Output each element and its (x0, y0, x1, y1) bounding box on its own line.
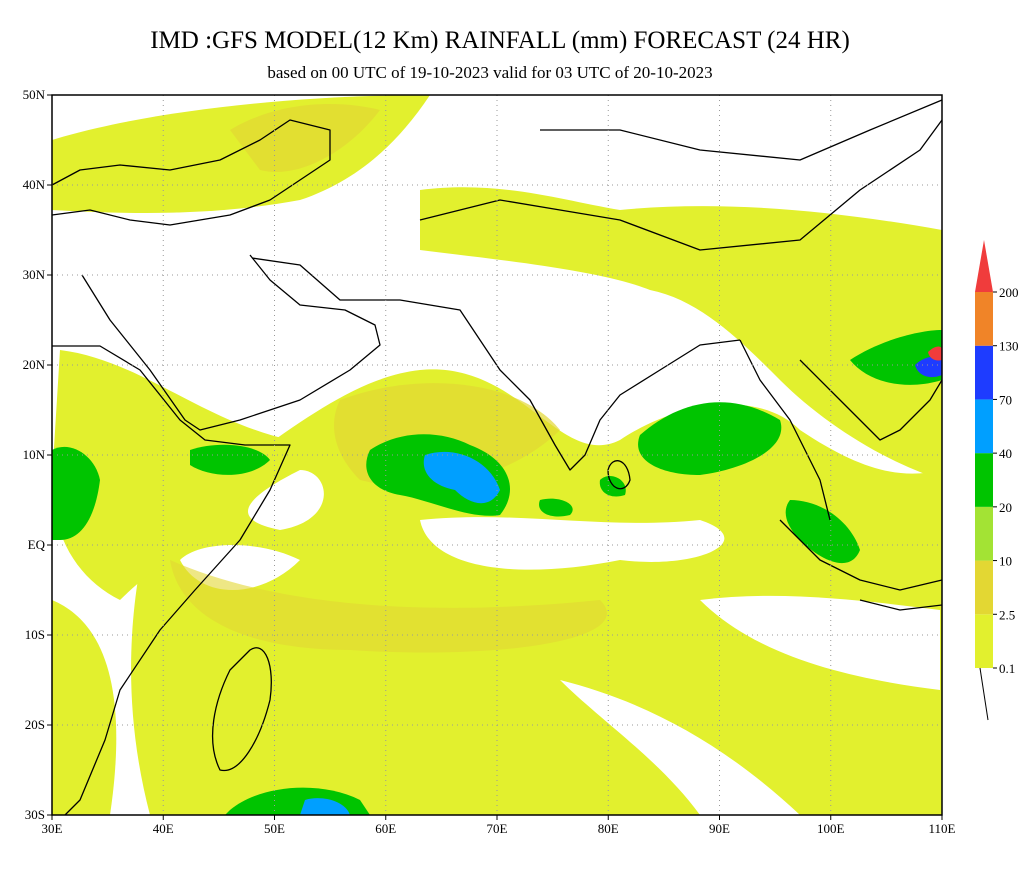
lon-label: 50E (264, 821, 285, 836)
map-title: IMD :GFS MODEL(12 Km) RAINFALL (mm) FORE… (150, 27, 850, 54)
legend-pointer (979, 667, 989, 721)
lat-label: 10N (23, 447, 46, 462)
lat-label: EQ (28, 537, 46, 552)
legend: 0.1 2.5 10 20 40 70 130 200 (975, 240, 1019, 676)
legend-band (975, 453, 993, 507)
lon-label: 70E (487, 821, 508, 836)
lat-label: 30N (23, 267, 46, 282)
legend-label: 130 (999, 339, 1019, 354)
lat-label: 50N (23, 87, 46, 102)
lat-label: 40N (23, 177, 46, 192)
lon-label: 30E (42, 821, 63, 836)
lon-label: 110E (929, 821, 956, 836)
legend-label: 40 (999, 446, 1012, 461)
lat-label: 30S (25, 807, 45, 822)
map-frame (51, 94, 943, 816)
lat-label: 10S (25, 627, 45, 642)
lon-label: 80E (598, 821, 619, 836)
legend-band (975, 399, 993, 454)
legend-label: 0.1 (999, 661, 1015, 676)
lon-label: 90E (709, 821, 730, 836)
legend-label: 10 (999, 554, 1012, 569)
legend-band (975, 506, 993, 561)
legend-band (975, 560, 993, 615)
legend-band (975, 240, 993, 292)
legend-label: 200 (999, 285, 1019, 300)
lon-label: 60E (375, 821, 396, 836)
lat-label: 20S (25, 717, 45, 732)
legend-label: 2.5 (999, 607, 1015, 622)
lat-label: 20N (23, 357, 46, 372)
legend-band (975, 345, 993, 400)
legend-band (975, 614, 993, 668)
map-subtitle: based on 00 UTC of 19-10-2023 valid for … (267, 63, 712, 82)
legend-band (975, 292, 993, 346)
coastlines (51, 99, 943, 816)
legend-label: 20 (999, 500, 1012, 515)
legend-label: 70 (999, 392, 1012, 407)
lon-label: 40E (153, 821, 174, 836)
lon-label: 100E (817, 821, 845, 836)
